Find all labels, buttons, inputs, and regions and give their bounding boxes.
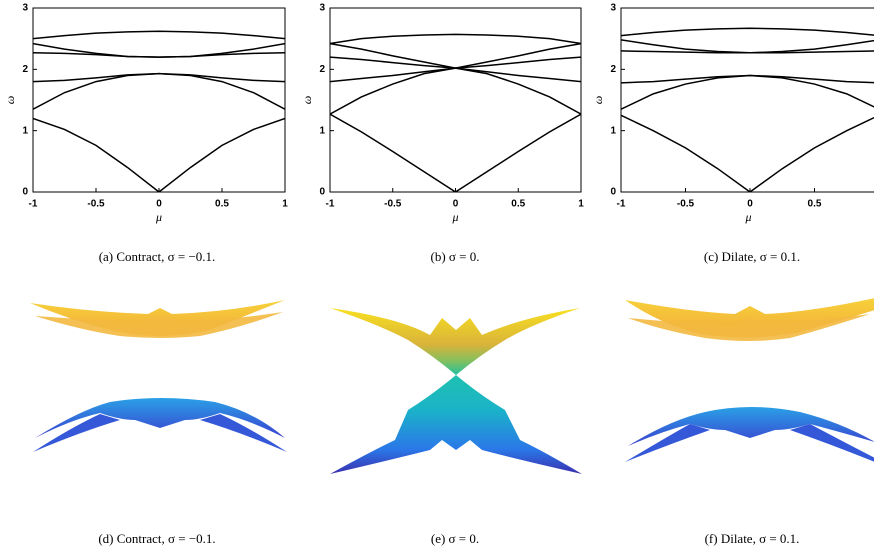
y-tick-label: 0 xyxy=(319,187,325,198)
band-curve xyxy=(330,113,581,192)
surface-plot xyxy=(30,300,287,452)
line-chart: 0 1 2 3 -1 -0.5 0 0.5 μ ω (c) Dilate, σ = 0.1. xyxy=(591,3,874,264)
y-tick-label: 3 xyxy=(610,3,616,14)
plot-area xyxy=(621,27,874,192)
y-axis-label: ω xyxy=(591,96,605,104)
x-tick-label: 0.5 xyxy=(215,199,229,210)
x-axis-label: μ xyxy=(451,210,458,224)
y-tick-label: 0 xyxy=(22,187,28,198)
plot-area xyxy=(33,30,285,192)
x-tick-label: 1 xyxy=(578,199,584,210)
y-tick-label: 1 xyxy=(319,125,325,136)
x-tick-label: -1 xyxy=(326,199,335,210)
band-curve xyxy=(33,30,285,40)
x-tick-label: -0.5 xyxy=(384,199,402,210)
y-tick-label: 3 xyxy=(319,3,325,14)
y-tick-label: 1 xyxy=(22,125,28,136)
caption: (d) Contract, σ = −0.1. xyxy=(98,531,215,546)
y-tick-label: 2 xyxy=(22,64,28,75)
band-curve xyxy=(330,33,581,45)
band-curve xyxy=(330,67,581,115)
band-curve xyxy=(621,74,874,84)
y-axis-label: ω xyxy=(300,96,314,104)
axes-box xyxy=(329,7,582,193)
band-curve xyxy=(33,117,285,192)
y-tick-label: 1 xyxy=(610,125,616,136)
x-tick-label: -1 xyxy=(29,199,38,210)
x-tick-label: -0.5 xyxy=(677,199,695,210)
x-tick-label: 0 xyxy=(156,199,162,210)
x-tick-label: -1 xyxy=(617,199,626,210)
surface-plot xyxy=(330,308,582,474)
band-curve xyxy=(33,42,285,58)
axes-box xyxy=(32,7,286,193)
y-tick-label: 2 xyxy=(319,64,325,75)
band-curve xyxy=(621,114,874,192)
x-axis-label: μ xyxy=(155,210,162,224)
x-tick-label: 0.5 xyxy=(511,199,525,210)
band-curve xyxy=(330,56,581,69)
y-tick-label: 2 xyxy=(610,64,616,75)
x-axis-label: μ xyxy=(744,210,751,224)
x-tick-label: 0 xyxy=(747,199,753,210)
band-curve xyxy=(33,72,285,110)
y-tick-label: 0 xyxy=(610,187,616,198)
x-tick-label: 1 xyxy=(282,199,288,210)
caption: (a) Contract, σ = −0.1. xyxy=(99,249,216,264)
caption: (b) σ = 0. xyxy=(431,249,480,264)
x-tick-label: 0 xyxy=(453,199,459,210)
line-chart: 0 1 2 3 -1 -0.5 0 0.5 1 μ ω (b) σ = 0. xyxy=(300,3,584,264)
caption: (e) σ = 0. xyxy=(431,531,479,546)
caption: (c) Dilate, σ = 0.1. xyxy=(704,249,800,264)
band-curve xyxy=(330,42,581,69)
band-curve xyxy=(621,39,874,54)
axes-box xyxy=(620,7,874,193)
surface-plot xyxy=(625,298,874,462)
x-tick-label: 0.5 xyxy=(808,199,822,210)
band-curve xyxy=(330,67,581,83)
y-tick-label: 3 xyxy=(22,3,28,14)
x-tick-label: -0.5 xyxy=(87,199,105,210)
caption: (f) Dilate, σ = 0.1. xyxy=(705,531,800,546)
band-curve xyxy=(621,27,874,37)
plot-area xyxy=(330,33,581,192)
band-curve xyxy=(33,72,285,83)
band-curve xyxy=(33,52,285,58)
line-chart: 0 1 2 3 -1 -0.5 0 0.5 1 μ ω (a) Contract, σ = −0.1. xyxy=(3,3,288,264)
y-axis-label: ω xyxy=(3,96,17,104)
